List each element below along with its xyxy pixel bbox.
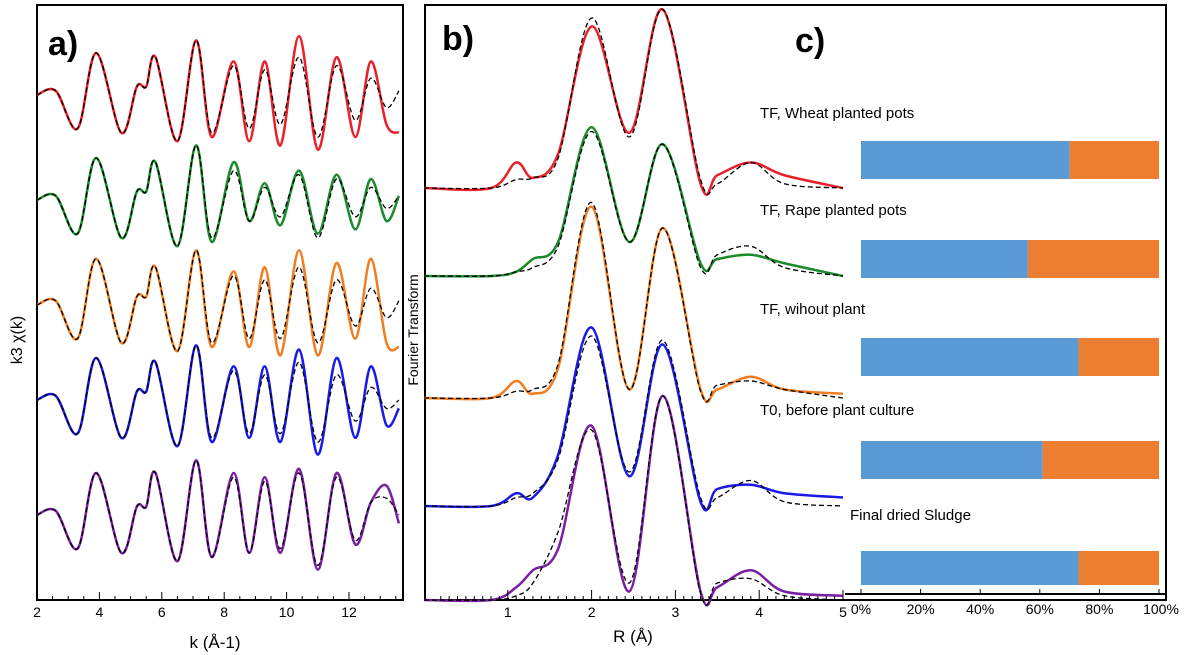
ft-fit-2 <box>423 201 844 403</box>
k-y-axis-label: k3 χ(k) <box>9 316 26 364</box>
bar-category-label: TF, wihout plant <box>760 301 866 318</box>
bar-category-label: TF, Wheat planted pots <box>760 105 914 122</box>
k-space-fit-2 <box>36 249 400 352</box>
k-space-fit-3 <box>36 344 400 447</box>
k-space-exp-1 <box>36 144 401 248</box>
bar-segment-1 <box>1078 551 1159 585</box>
bar-segment-0 <box>861 551 1079 585</box>
bar-segment-0 <box>861 141 1070 179</box>
bar-segment-0 <box>861 240 1028 278</box>
k-space-exp-4 <box>36 459 401 571</box>
k-tick-label: 6 <box>158 604 166 620</box>
ft-exp-0 <box>423 8 844 196</box>
panel-c-label: c) <box>795 22 825 60</box>
k-space-fit-4 <box>36 459 400 567</box>
k-tick-label: 8 <box>220 604 228 620</box>
k-space-exp-2 <box>36 249 400 357</box>
ft-exp-3 <box>423 326 844 512</box>
k-space-fit-1 <box>36 144 400 247</box>
bar-tick-label: 60% <box>1026 601 1054 617</box>
k-tick-label: 4 <box>96 604 104 620</box>
bar-segment-1 <box>1069 141 1159 179</box>
panel-b-label: b) <box>442 20 474 58</box>
bar-tick-label: 80% <box>1085 601 1113 617</box>
panel-a-frame <box>36 4 404 601</box>
bar-tick-label: 40% <box>966 601 994 617</box>
bar-segment-1 <box>1078 338 1159 376</box>
bar-category-label: T0, before plant culture <box>760 402 914 419</box>
ft-y-axis-label: Fourier Transform <box>405 274 421 385</box>
r-axis-label: R (Å) <box>613 627 653 646</box>
bar-tick-label: 100% <box>1143 601 1179 617</box>
ft-fit-1 <box>423 130 844 277</box>
k-axis-label: k (Å-1) <box>190 633 241 652</box>
r-tick-label: 1 <box>504 604 512 620</box>
panel-bc-frame <box>424 4 1167 601</box>
k-tick-label: 12 <box>341 604 357 620</box>
k-space-exp-0 <box>36 34 400 151</box>
k-tick-label: 2 <box>33 604 41 620</box>
bar-category-label: TF, Rape planted pots <box>760 202 907 219</box>
bar-segment-1 <box>1042 441 1159 479</box>
k-space-fit-0 <box>36 39 400 142</box>
k-space-exp-3 <box>36 344 401 456</box>
ft-fit-3 <box>423 335 844 511</box>
r-tick-label: 4 <box>755 604 763 620</box>
bar-segment-1 <box>1027 240 1159 278</box>
bar-segment-0 <box>861 338 1079 376</box>
ft-exp-4 <box>423 394 844 607</box>
bar-segment-0 <box>861 441 1043 479</box>
r-tick-label: 3 <box>672 604 680 620</box>
r-tick-label: 2 <box>588 604 596 620</box>
ft-fit-4 <box>423 395 844 606</box>
bar-category-label: Final dried Sludge <box>850 507 971 524</box>
ft-fit-0 <box>423 8 844 196</box>
r-tick-label: 5 <box>839 604 847 620</box>
k-tick-label: 10 <box>279 604 295 620</box>
bar-tick-label: 20% <box>907 601 935 617</box>
bar-tick-label: 0% <box>851 601 871 617</box>
panel-a-label: a) <box>48 25 78 63</box>
